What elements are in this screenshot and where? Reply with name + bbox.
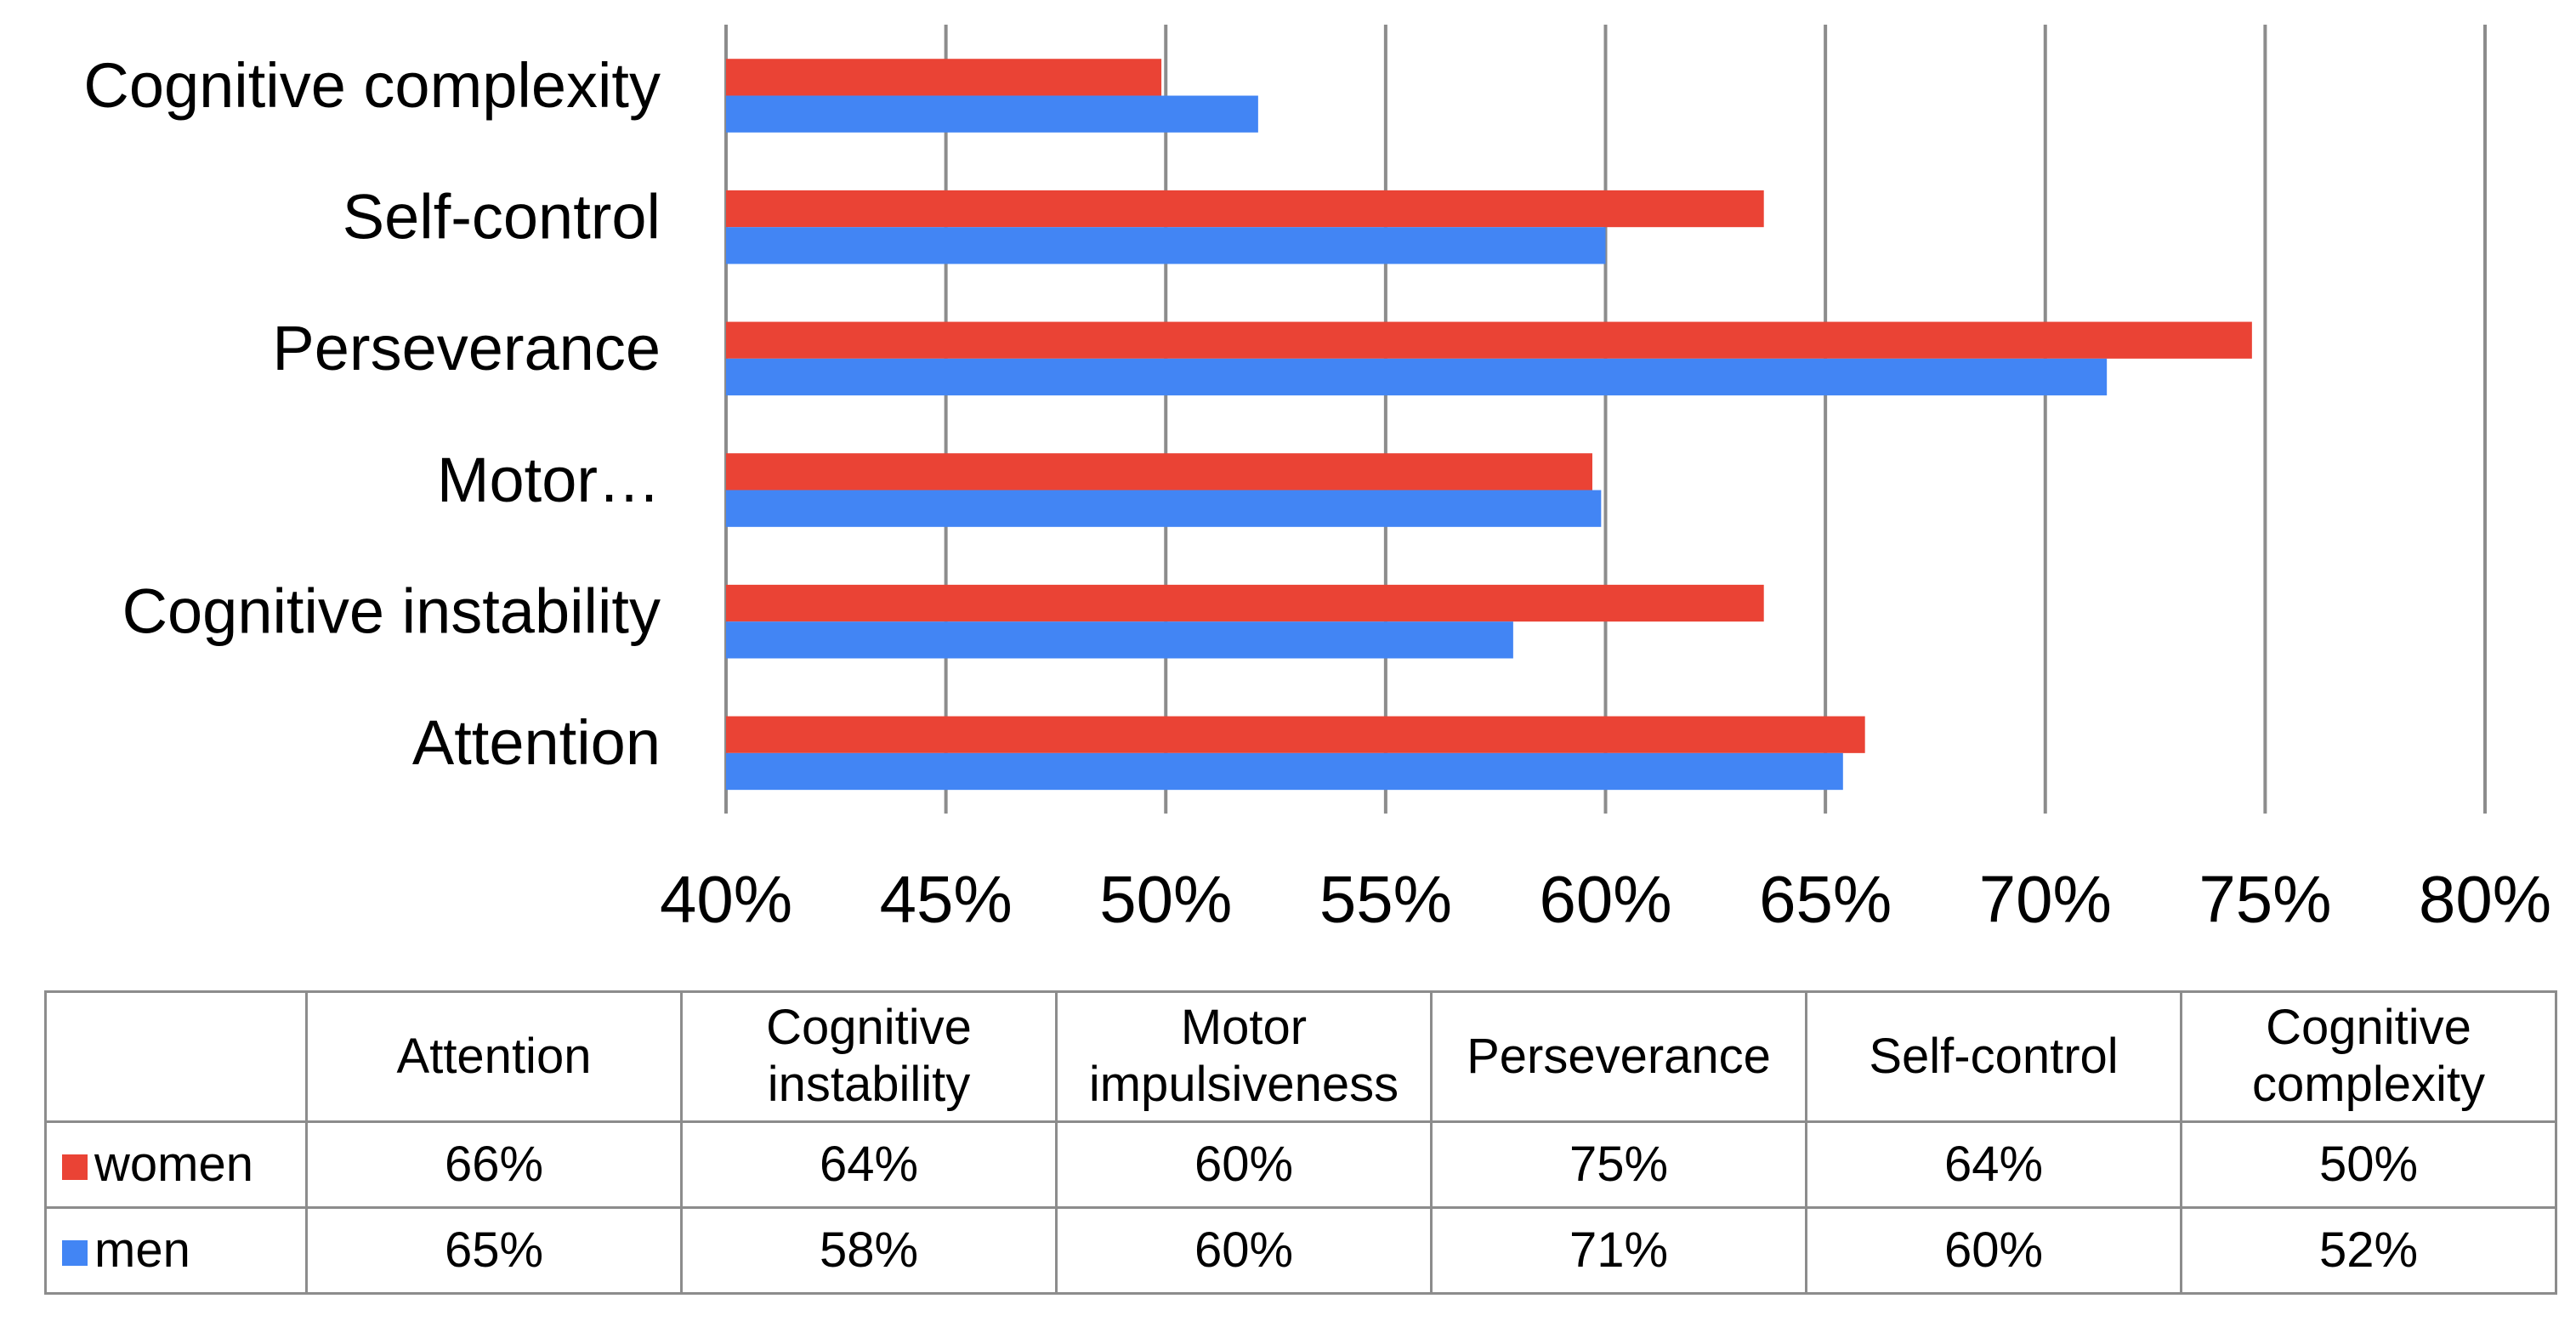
- y-tick-label: Motor…: [437, 445, 661, 515]
- value-cell: 71%: [1430, 1206, 1807, 1295]
- x-tick-label: 70%: [1979, 862, 2112, 937]
- legend-swatch: [62, 1240, 88, 1267]
- value-cell: 60%: [1055, 1206, 1433, 1295]
- table-row: women 66% 64% 60% 75% 64% 50%: [44, 1120, 2557, 1209]
- bar: [726, 190, 1764, 228]
- corner-cell: [44, 990, 308, 1123]
- legend-label: women: [94, 1136, 253, 1192]
- column-header: Cognitive complexity: [2180, 990, 2557, 1123]
- y-tick-label: Cognitive instability: [122, 576, 661, 647]
- legend-cell: men: [44, 1206, 308, 1295]
- legend-cell: women: [44, 1120, 308, 1209]
- value-cell: 64%: [1805, 1120, 2182, 1209]
- value-cell: 65%: [305, 1206, 683, 1295]
- y-tick-label: Perseverance: [272, 313, 661, 383]
- bar: [726, 716, 1865, 753]
- legend-swatch: [62, 1154, 88, 1181]
- bar: [726, 490, 1602, 527]
- column-header: Perseverance: [1430, 990, 1807, 1123]
- x-tick-label: 60%: [1539, 862, 1671, 937]
- y-tick-label: Attention: [412, 707, 661, 778]
- value-cell: 64%: [680, 1120, 1058, 1209]
- value-cell: 50%: [2180, 1120, 2557, 1209]
- legend-label: men: [94, 1222, 190, 1278]
- bar: [726, 621, 1513, 659]
- value-cell: 60%: [1805, 1206, 2182, 1295]
- bar: [726, 453, 1592, 491]
- value-cell: 58%: [680, 1206, 1058, 1295]
- x-tick-label: 55%: [1319, 862, 1452, 937]
- bar: [726, 358, 2108, 396]
- chart: 40% 45% 50% 55% 60% 65% 70% 75% 80% Attention Cogn…: [83, 25, 2551, 937]
- value-cell: 75%: [1430, 1120, 1807, 1209]
- value-cell: 60%: [1055, 1120, 1433, 1209]
- table-row: men 65% 58% 60% 71% 60% 52%: [44, 1206, 2557, 1295]
- y-tick-label: Cognitive complexity: [83, 50, 661, 121]
- x-tick-label: 75%: [2199, 862, 2331, 937]
- value-cell: 52%: [2180, 1206, 2557, 1295]
- column-header: Motor impulsiveness: [1055, 990, 1433, 1123]
- table-header: Attention Cognitive instability Motor impu…: [44, 990, 2557, 1123]
- data-table: Attention Cognitive instability Motor impu…: [44, 990, 2557, 1295]
- bar: [726, 321, 2252, 359]
- bar: [726, 584, 1764, 622]
- bar: [726, 752, 1843, 791]
- x-tick-label: 65%: [1759, 862, 1892, 937]
- column-header: Self-control: [1805, 990, 2182, 1123]
- x-tick-label: 45%: [880, 862, 1013, 937]
- value-cell: 66%: [305, 1120, 683, 1209]
- x-tick-label: 40%: [660, 862, 792, 937]
- column-header: Cognitive instability: [680, 990, 1058, 1123]
- x-tick-label: 50%: [1099, 862, 1232, 937]
- y-tick-label: Self-control: [343, 182, 661, 252]
- x-tick-label: 80%: [2419, 862, 2551, 937]
- bar: [726, 227, 1606, 264]
- column-header: Attention: [305, 990, 683, 1123]
- bar: [726, 95, 1258, 133]
- bar: [726, 59, 1162, 96]
